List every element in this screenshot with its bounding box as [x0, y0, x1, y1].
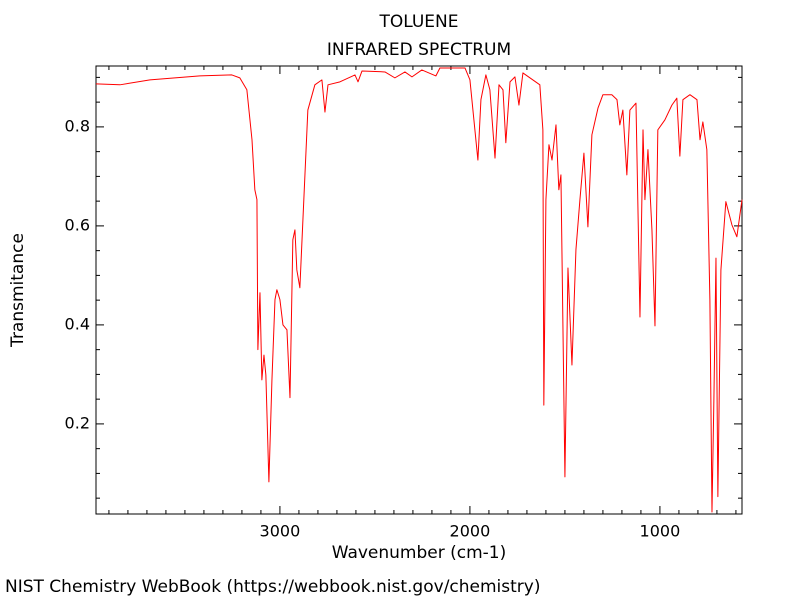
y-axis-label: Transmitance — [8, 233, 28, 348]
y-tick-label: 0.4 — [65, 314, 90, 333]
chart-title: TOLUENE — [378, 12, 458, 32]
y-tick-label: 0.2 — [65, 413, 90, 432]
plot-frame — [95, 65, 743, 515]
y-tick-label: 0.6 — [65, 215, 90, 234]
x-tick-label: 1000 — [640, 522, 681, 541]
x-tick-label: 2000 — [450, 522, 491, 541]
y-tick-label: 0.8 — [65, 116, 90, 135]
chart-subtitle: INFRARED SPECTRUM — [327, 40, 511, 60]
spectrum-line — [95, 67, 743, 513]
x-tick-label: 3000 — [260, 522, 301, 541]
x-axis-label: Wavenumber (cm-1) — [332, 543, 507, 563]
source-note: NIST Chemistry WebBook (https://webbook.… — [5, 577, 540, 597]
